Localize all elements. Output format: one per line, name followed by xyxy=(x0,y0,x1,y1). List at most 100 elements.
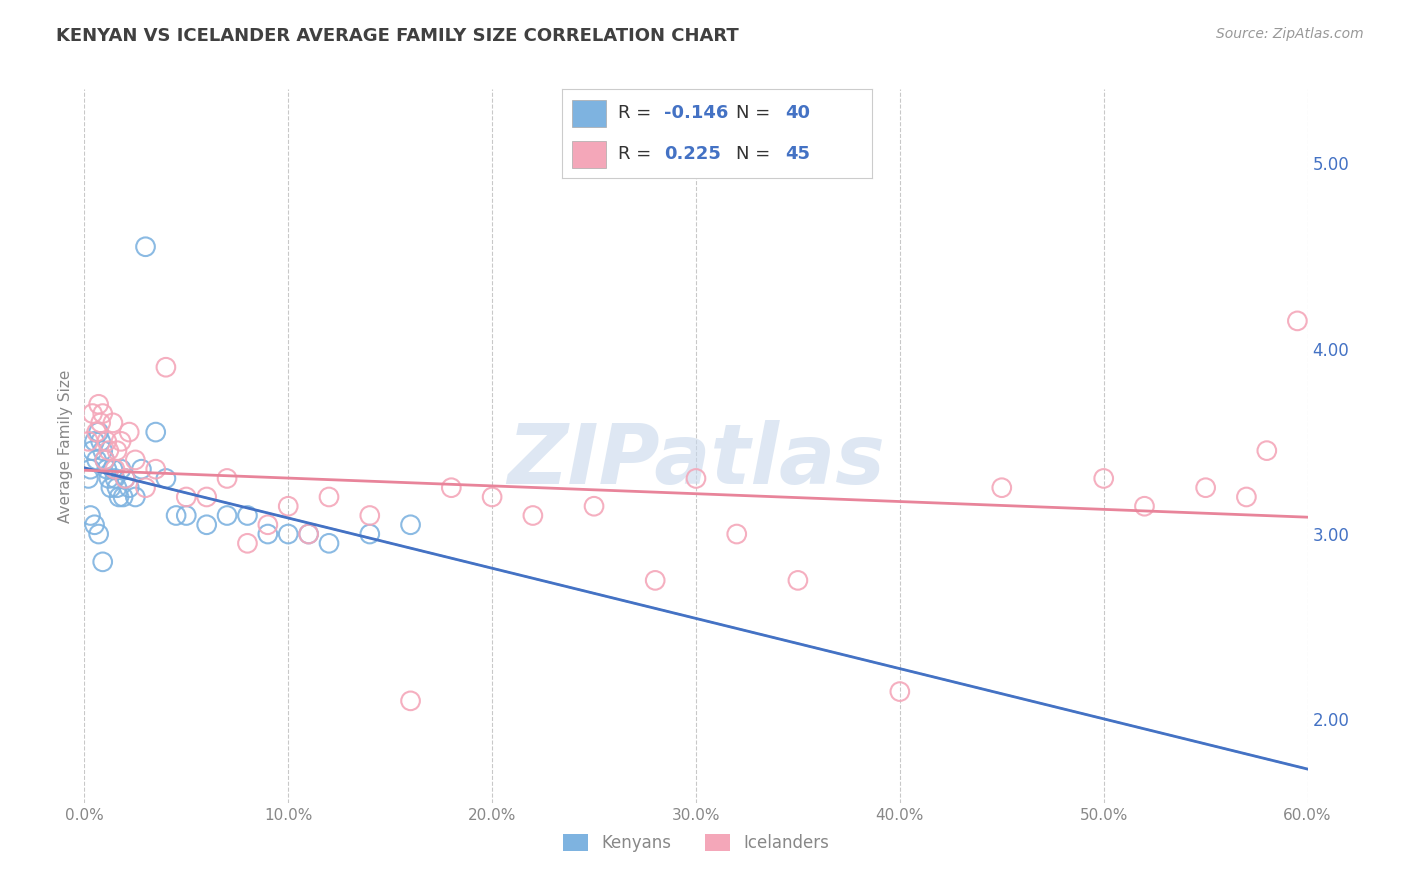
Point xyxy=(96,434,118,449)
Point xyxy=(135,481,157,495)
Point xyxy=(82,443,104,458)
Point xyxy=(105,481,128,495)
Text: R =: R = xyxy=(619,104,657,122)
Point xyxy=(174,508,197,523)
Point xyxy=(145,462,167,476)
Point xyxy=(83,517,105,532)
Point xyxy=(889,684,911,698)
Point xyxy=(90,416,112,430)
Point xyxy=(155,360,177,375)
Point xyxy=(118,425,141,439)
Text: KENYAN VS ICELANDER AVERAGE FAMILY SIZE CORRELATION CHART: KENYAN VS ICELANDER AVERAGE FAMILY SIZE … xyxy=(56,27,740,45)
Text: N =: N = xyxy=(735,145,776,163)
Point xyxy=(86,425,108,439)
Point xyxy=(114,471,136,485)
Point xyxy=(104,462,127,476)
Text: -0.146: -0.146 xyxy=(665,104,728,122)
Point xyxy=(97,471,120,485)
Point xyxy=(114,471,136,485)
Point xyxy=(685,471,707,485)
Point xyxy=(91,443,114,458)
Text: ZIPatlas: ZIPatlas xyxy=(508,420,884,500)
Point xyxy=(257,517,280,532)
Point xyxy=(359,508,381,523)
Point xyxy=(236,508,259,523)
Point xyxy=(91,555,114,569)
Point xyxy=(93,453,115,467)
Point xyxy=(110,434,132,449)
Point xyxy=(100,481,122,495)
Point xyxy=(77,434,100,449)
Point xyxy=(440,481,463,495)
Point xyxy=(155,471,177,485)
Point xyxy=(195,490,218,504)
Point xyxy=(1286,314,1309,328)
Point xyxy=(522,508,544,523)
Point xyxy=(83,434,105,449)
Point xyxy=(277,500,299,514)
Point xyxy=(481,490,503,504)
Point xyxy=(87,425,110,439)
Point xyxy=(217,508,239,523)
Text: N =: N = xyxy=(735,104,776,122)
Point xyxy=(105,443,128,458)
Point xyxy=(104,471,127,485)
Y-axis label: Average Family Size: Average Family Size xyxy=(58,369,73,523)
Point xyxy=(90,434,112,449)
Text: R =: R = xyxy=(619,145,662,163)
Point xyxy=(174,490,197,504)
Point xyxy=(277,527,299,541)
FancyBboxPatch shape xyxy=(572,141,606,168)
Point xyxy=(82,407,104,421)
Point xyxy=(165,508,187,523)
Point xyxy=(91,407,114,421)
Point xyxy=(298,527,321,541)
Point xyxy=(1195,481,1218,495)
Legend: Kenyans, Icelanders: Kenyans, Icelanders xyxy=(557,827,835,859)
Point xyxy=(583,500,606,514)
Point xyxy=(112,490,135,504)
Point xyxy=(1256,443,1278,458)
Point xyxy=(77,471,100,485)
Point xyxy=(399,517,422,532)
Point xyxy=(131,462,153,476)
Point xyxy=(1236,490,1258,504)
Point xyxy=(118,481,141,495)
Point xyxy=(101,416,124,430)
Point xyxy=(135,240,157,254)
Point xyxy=(298,527,321,541)
Point xyxy=(87,527,110,541)
Point xyxy=(87,397,110,411)
Point xyxy=(725,527,748,541)
Point xyxy=(124,490,146,504)
Point xyxy=(79,462,101,476)
Point xyxy=(195,517,218,532)
Point xyxy=(644,574,666,588)
Point xyxy=(787,574,810,588)
Point xyxy=(145,425,167,439)
Point xyxy=(257,527,280,541)
Point xyxy=(97,443,120,458)
Point xyxy=(86,453,108,467)
Text: Source: ZipAtlas.com: Source: ZipAtlas.com xyxy=(1216,27,1364,41)
Point xyxy=(991,481,1014,495)
Point xyxy=(236,536,259,550)
FancyBboxPatch shape xyxy=(572,100,606,127)
Point xyxy=(1092,471,1115,485)
Point xyxy=(79,508,101,523)
Point xyxy=(318,490,340,504)
Text: 40: 40 xyxy=(785,104,810,122)
Text: 0.225: 0.225 xyxy=(665,145,721,163)
Point xyxy=(101,462,124,476)
Point xyxy=(96,462,118,476)
Point xyxy=(108,490,131,504)
Point xyxy=(359,527,381,541)
Text: 45: 45 xyxy=(785,145,810,163)
Point xyxy=(399,694,422,708)
Point xyxy=(110,462,132,476)
Point xyxy=(1133,500,1156,514)
Point xyxy=(318,536,340,550)
Point xyxy=(93,453,115,467)
Point xyxy=(217,471,239,485)
Point xyxy=(124,453,146,467)
